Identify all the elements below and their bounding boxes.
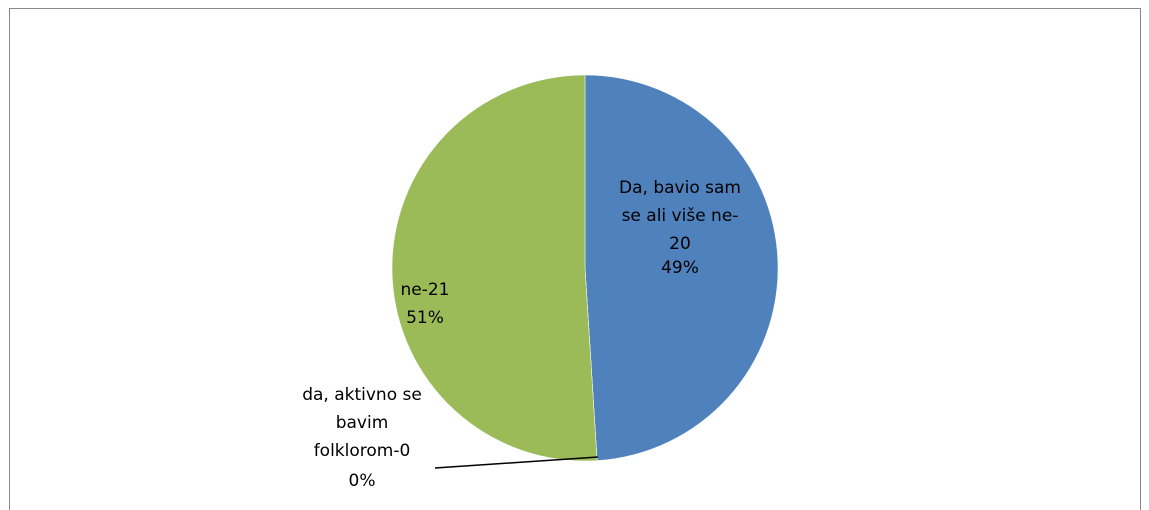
- data-label-category: da, aktivno se bavim folklorom-0: [302, 385, 422, 461]
- pie-slice: [584, 74, 779, 461]
- chart-frame: [9, 8, 1141, 510]
- data-label-percent: 49%: [661, 258, 699, 278]
- data-label-category: Da, bavio sam se ali više ne- 20: [619, 178, 741, 254]
- data-label-percent: 51%: [406, 308, 444, 328]
- data-label-category: ne-21: [400, 280, 450, 300]
- pie-slice: [391, 74, 598, 462]
- leader-line: [434, 456, 599, 469]
- data-label-percent: 0%: [348, 471, 376, 491]
